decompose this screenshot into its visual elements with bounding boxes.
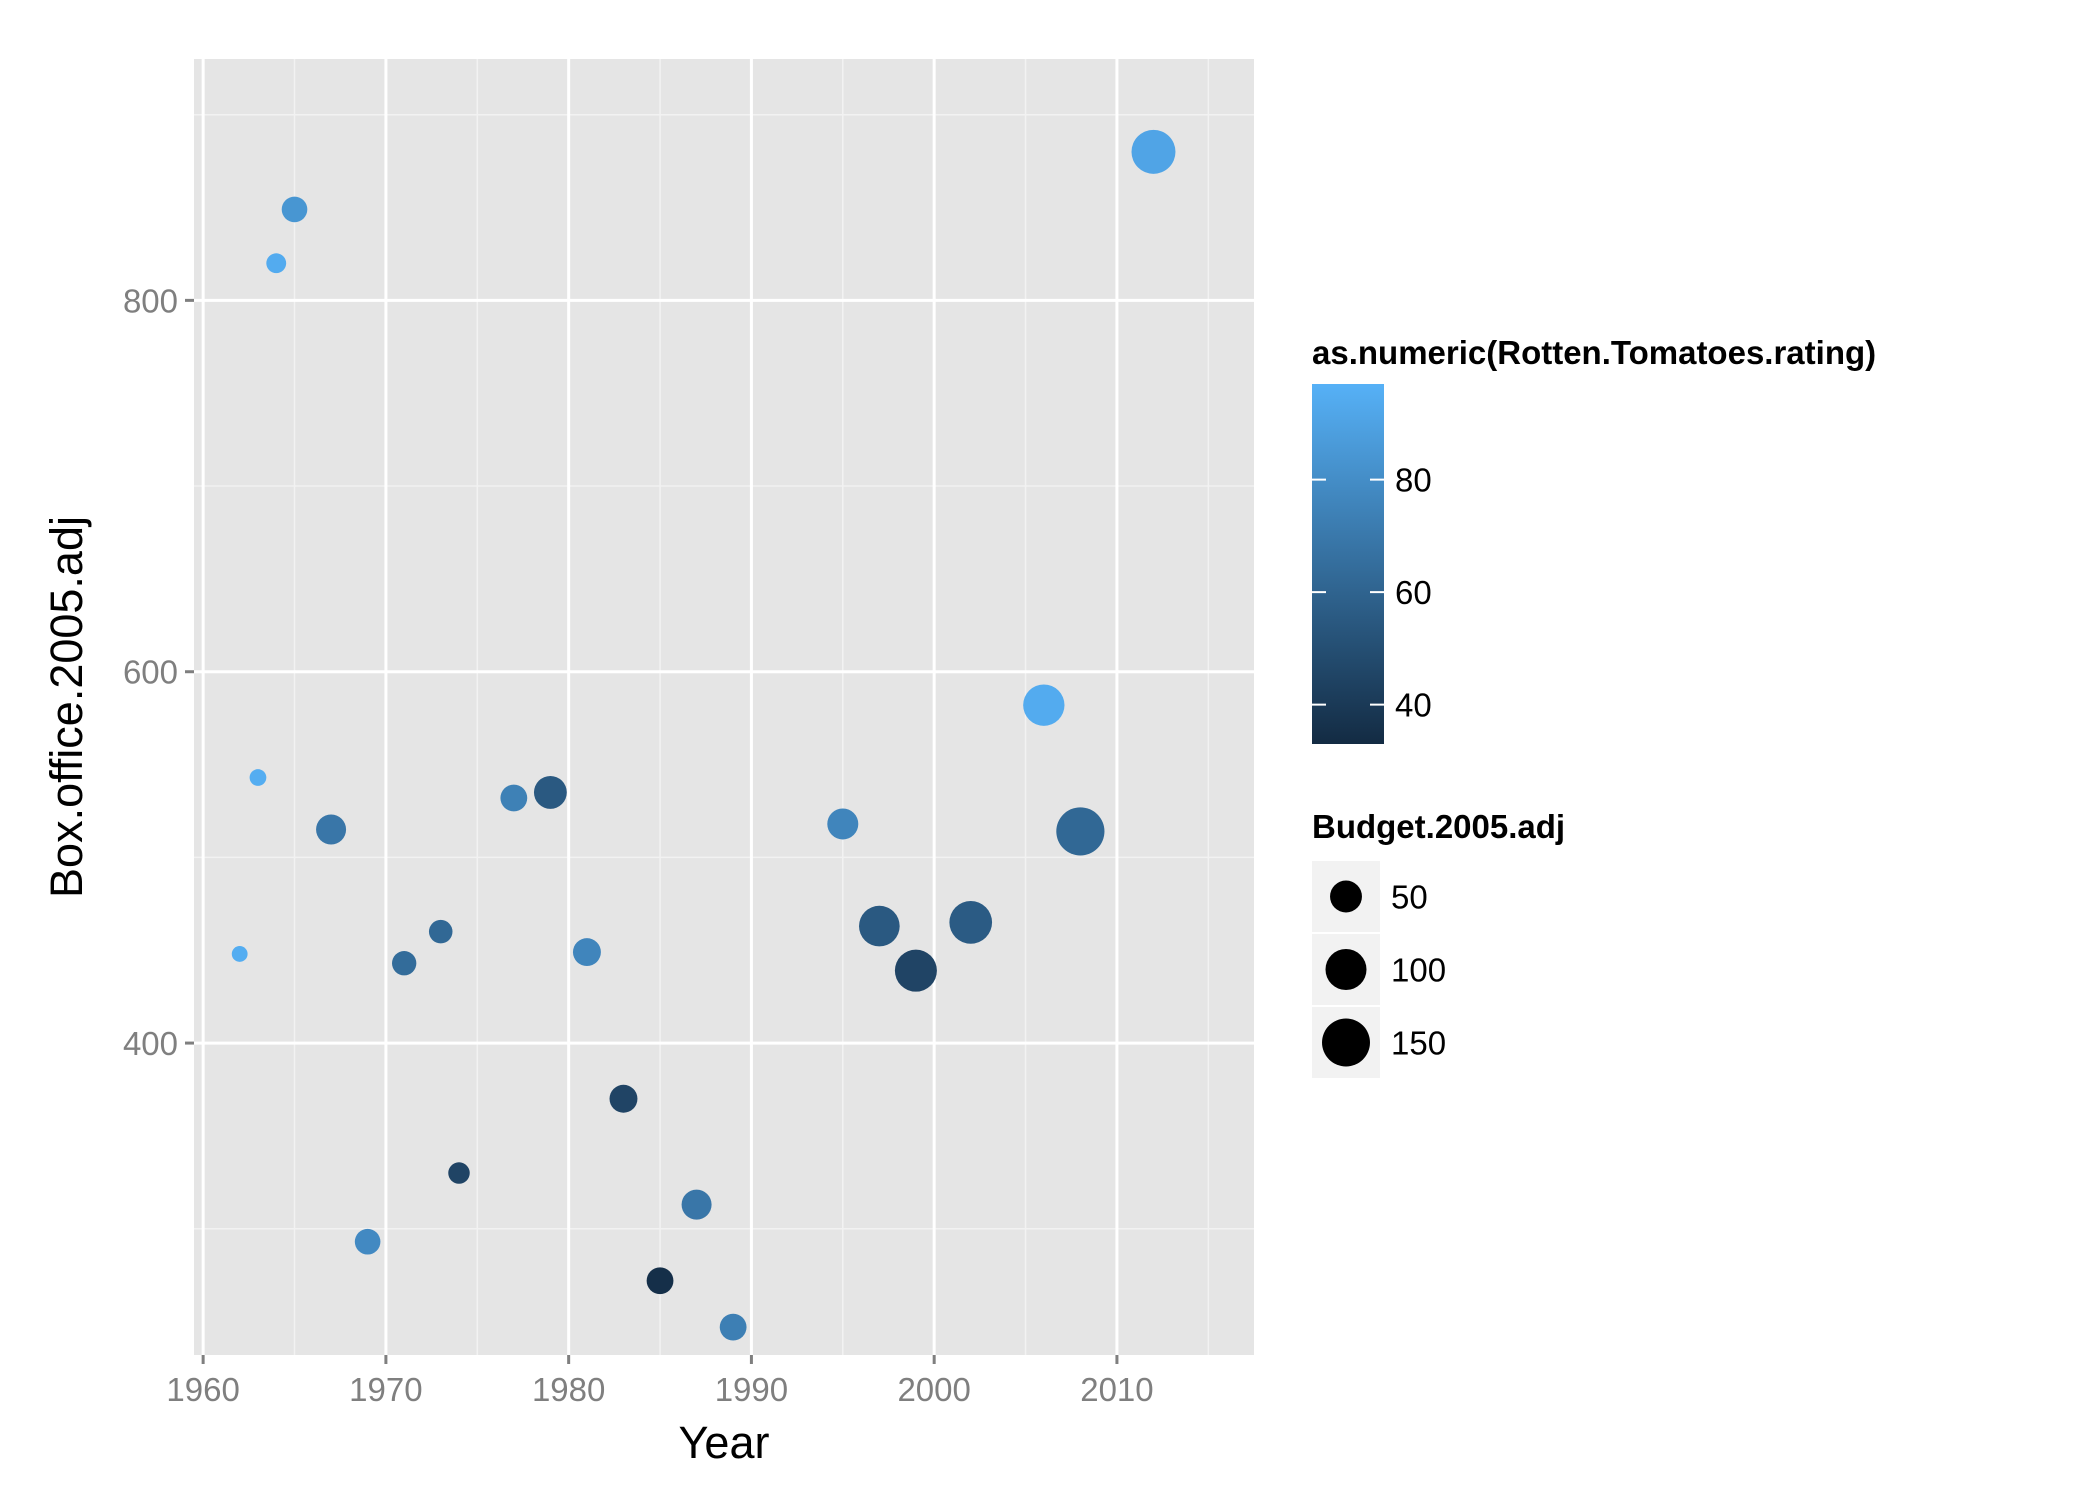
panel-background <box>194 59 1254 1355</box>
x-tick-label: 2000 <box>897 1371 970 1408</box>
scatter-point <box>448 1162 470 1184</box>
scatter-point <box>646 1267 674 1295</box>
size-legend-key-dot <box>1330 880 1362 913</box>
size-legend-label: 150 <box>1391 1025 1446 1062</box>
size-legend-keys: 50 100 150 <box>1312 861 1446 1078</box>
scatter-point <box>719 1313 747 1341</box>
y-tick-label: 600 <box>123 654 178 691</box>
scatter-point <box>681 1189 712 1220</box>
scatter-point <box>316 814 347 845</box>
color-legend-ticks <box>1312 478 1384 706</box>
data-points <box>231 129 1176 1341</box>
x-tick-label: 1990 <box>715 1371 788 1408</box>
x-tick-label: 1960 <box>166 1371 239 1408</box>
color-legend-label: 60 <box>1395 574 1432 611</box>
scatter-point <box>572 938 601 967</box>
scatter-point <box>428 919 453 944</box>
scatter-point <box>354 1228 381 1255</box>
scatter-point <box>1056 807 1105 856</box>
scatter-point <box>281 196 308 223</box>
size-legend-title: Budget.2005.adj <box>1312 808 1565 845</box>
color-legend-label: 80 <box>1395 462 1432 499</box>
x-tick-label: 2010 <box>1080 1371 1153 1408</box>
x-tick-label: 1970 <box>349 1371 422 1408</box>
scatter-point <box>1131 129 1176 174</box>
x-axis-title: Year <box>679 1417 770 1468</box>
scatter-point <box>894 949 937 992</box>
size-legend-key-dot <box>1325 949 1367 990</box>
scatter-point <box>533 775 567 809</box>
scatter-point <box>827 808 859 840</box>
scatter-point <box>231 946 248 962</box>
scatter-point <box>609 1084 638 1113</box>
scatter-point <box>1023 684 1065 726</box>
scatter-point <box>949 901 993 944</box>
x-tick-label: 1980 <box>532 1371 605 1408</box>
scatter-point <box>249 769 267 786</box>
size-legend-key-dot <box>1322 1018 1370 1067</box>
size-legend-label: 50 <box>1391 879 1428 916</box>
y-tick-label: 400 <box>123 1025 178 1062</box>
y-axis-tick-labels: 400 600 800 <box>123 282 178 1062</box>
y-tick-label: 800 <box>123 282 178 319</box>
size-legend-label: 100 <box>1391 952 1446 989</box>
major-gridlines <box>194 59 1254 1355</box>
axis-ticks <box>185 298 1119 1364</box>
color-legend-label: 40 <box>1395 687 1432 724</box>
color-legend-labels: 40 60 80 <box>1395 462 1432 724</box>
color-legend-bar <box>1312 384 1384 744</box>
scatter-point <box>392 951 417 976</box>
y-axis-title: Box.office.2005.adj <box>41 516 92 898</box>
scatter-point <box>500 784 528 812</box>
color-legend-title: as.numeric(Rotten.Tomatoes.rating) <box>1312 334 1876 371</box>
scatter-point <box>266 253 287 274</box>
scatter-point <box>859 905 900 947</box>
x-axis-tick-labels: 1960 1970 1980 1990 2000 2010 <box>166 1371 1153 1408</box>
